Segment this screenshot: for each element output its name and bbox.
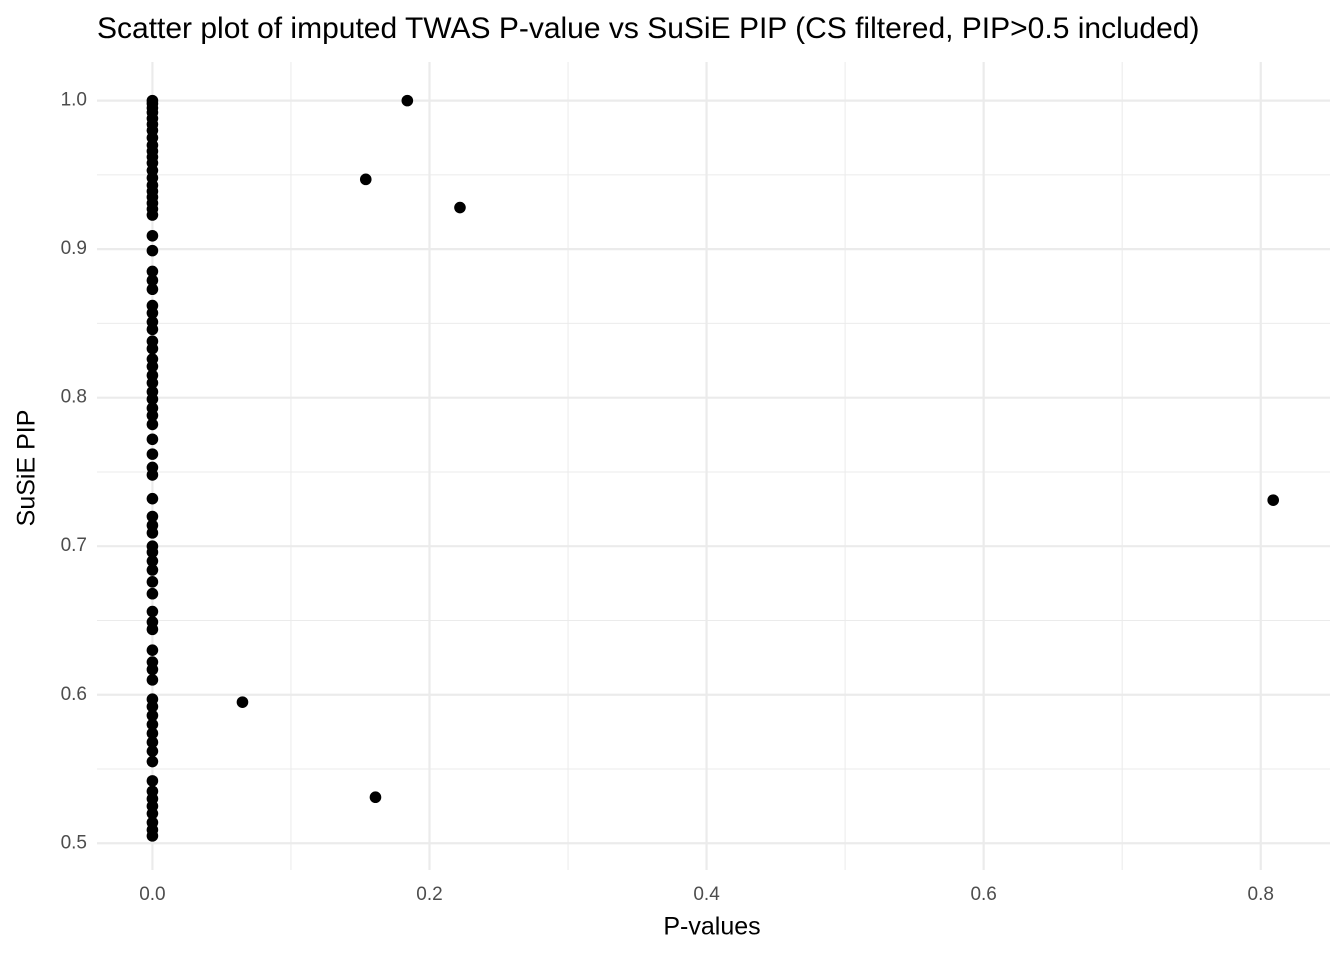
- point: [146, 736, 159, 749]
- point: [146, 229, 159, 242]
- point: [1267, 494, 1279, 506]
- point: [401, 94, 414, 107]
- chart-title: Scatter plot of imputed TWAS P-value vs …: [97, 12, 1199, 45]
- point: [146, 576, 159, 588]
- y-tick-label: 0.5: [61, 832, 87, 853]
- point: [146, 274, 159, 287]
- y-tick-label: 0.9: [61, 238, 87, 259]
- point: [146, 433, 159, 446]
- point: [369, 791, 382, 804]
- point: [146, 564, 159, 576]
- x-tick-label: 0.2: [416, 884, 442, 905]
- point: [146, 409, 159, 422]
- x-tick-label: 0.6: [970, 884, 996, 905]
- point: [146, 265, 159, 278]
- point: [146, 244, 159, 257]
- point: [146, 448, 159, 460]
- x-tick-label: 0.8: [1248, 884, 1274, 905]
- x-tick-label: 0.0: [139, 884, 165, 905]
- point: [146, 209, 159, 221]
- point: [146, 587, 159, 600]
- point: [146, 323, 159, 336]
- point: [146, 727, 159, 740]
- y-tick-label: 0.8: [61, 387, 87, 408]
- point: [146, 830, 159, 842]
- y-tick-label: 1.0: [61, 90, 87, 111]
- point: [146, 527, 159, 539]
- point: [146, 623, 159, 636]
- point: [146, 755, 159, 768]
- point: [146, 546, 159, 558]
- y-tick-label: 0.6: [61, 684, 87, 705]
- points: [146, 94, 1279, 842]
- x-tick-label: 0.4: [693, 884, 720, 905]
- point: [359, 173, 372, 186]
- grid: [97, 62, 1330, 870]
- point: [146, 307, 159, 319]
- point: [146, 605, 159, 618]
- point: [146, 469, 159, 481]
- point: [236, 696, 249, 708]
- x-axis-title: P-values: [663, 913, 760, 941]
- point: [146, 492, 159, 505]
- point: [146, 418, 159, 431]
- point: [146, 342, 159, 355]
- point: [146, 700, 159, 713]
- point: [146, 745, 159, 757]
- point: [146, 283, 159, 296]
- point: [146, 718, 159, 731]
- point: [146, 775, 159, 787]
- point: [146, 709, 159, 722]
- point: [146, 360, 159, 373]
- point: [146, 510, 159, 523]
- point: [146, 555, 159, 567]
- point: [146, 644, 159, 656]
- point: [146, 674, 159, 686]
- point: [454, 201, 466, 214]
- point: [146, 663, 159, 676]
- y-axis-title: SuSiE PIP: [13, 410, 41, 527]
- point: [146, 807, 159, 820]
- point: [146, 393, 159, 405]
- point: [146, 377, 159, 389]
- y-tick-label: 0.7: [61, 535, 87, 556]
